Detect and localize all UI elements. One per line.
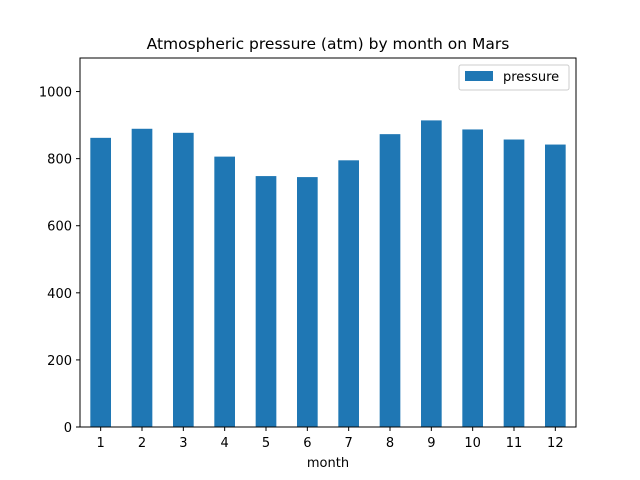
y-tick-label: 600 — [47, 220, 72, 235]
y-tick-label: 200 — [47, 354, 72, 369]
bar-month-4 — [214, 156, 235, 427]
axes-layer — [79, 57, 577, 428]
bar-month-6 — [297, 177, 318, 427]
x-tick-label: 3 — [179, 436, 187, 451]
plot-frame — [79, 57, 577, 428]
bars-layer — [90, 120, 566, 428]
y-ticks-layer: 0 200 400 600 800 1000 — [39, 86, 80, 436]
legend: pressure — [458, 64, 570, 91]
chart-title: Atmospheric pressure (atm) by month on M… — [147, 35, 510, 53]
bar-month-10 — [462, 129, 483, 427]
x-ticks-layer: 1 2 3 4 5 6 7 8 9 10 11 12 — [97, 427, 564, 451]
x-axis-label: month — [307, 456, 349, 471]
x-tick-label: 2 — [138, 436, 146, 451]
bar-month-12 — [545, 144, 566, 428]
bar-month-11 — [503, 139, 525, 427]
y-tick-label: 1000 — [39, 86, 72, 101]
bar-month-5 — [255, 176, 277, 427]
legend-swatch — [465, 71, 493, 81]
bar-month-8 — [379, 134, 401, 427]
x-tick-label: 11 — [506, 436, 523, 451]
y-tick-label: 800 — [47, 153, 72, 168]
bar-month-7 — [338, 160, 359, 427]
y-tick-label: 0 — [64, 421, 72, 436]
legend-label: pressure — [503, 70, 559, 85]
bar-month-1 — [90, 137, 111, 427]
x-tick-label: 6 — [303, 436, 311, 451]
bar-month-3 — [173, 132, 194, 427]
x-tick-label: 7 — [345, 436, 353, 451]
x-tick-label: 12 — [547, 436, 564, 451]
y-tick-label: 400 — [47, 287, 72, 302]
x-tick-label: 4 — [221, 436, 229, 451]
x-tick-label: 9 — [427, 436, 435, 451]
x-tick-label: 5 — [262, 436, 270, 451]
x-tick-label: 10 — [464, 436, 481, 451]
x-tick-label: 8 — [386, 436, 394, 451]
bar-month-2 — [131, 128, 153, 427]
x-tick-label: 1 — [97, 436, 105, 451]
bar-month-9 — [421, 120, 442, 427]
